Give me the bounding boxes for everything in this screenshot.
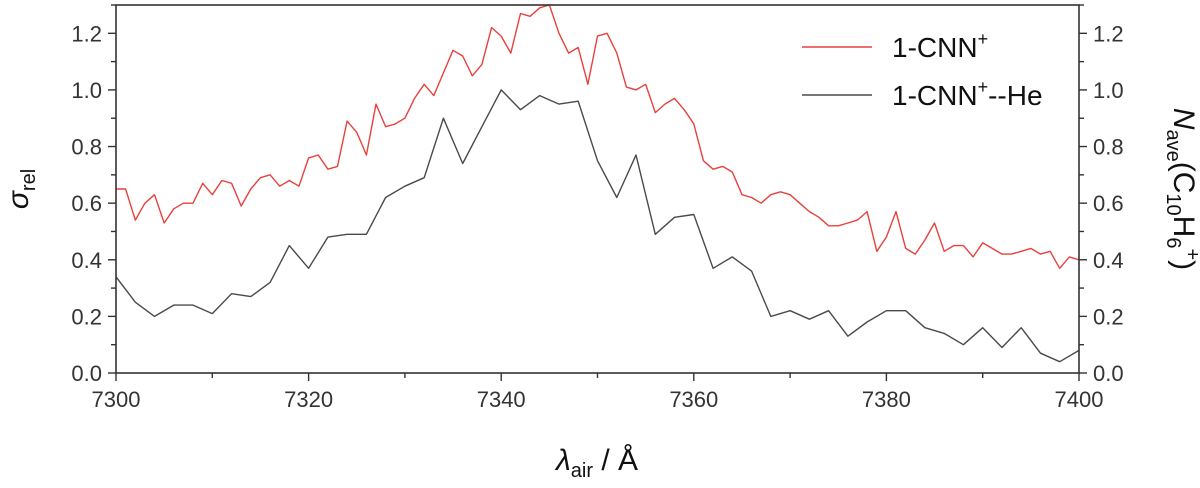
x-tick-label-2: 7340 — [477, 387, 526, 412]
x-tick-label-3: 7360 — [669, 387, 718, 412]
left-axis-title: σrel — [2, 169, 40, 209]
left-axis-ticks: 0.0 0.2 0.4 0.6 0.8 1.0 1.2 — [71, 4, 116, 386]
x-tick-label-0: 7300 — [92, 387, 141, 412]
y-left-tick-label-1: 0.2 — [71, 304, 102, 329]
y-right-tick-label-0: 0.0 — [1093, 361, 1124, 386]
y-left-tick-label-0: 0.0 — [71, 361, 102, 386]
y-left-tick-label-3: 0.6 — [71, 191, 102, 216]
y-left-tick-label-4: 0.8 — [71, 135, 102, 160]
y-left-tick-label-2: 0.4 — [71, 248, 102, 273]
legend-label-series-1: 1-CNN+ — [892, 29, 988, 63]
y-left-tick-label-6: 1.2 — [71, 21, 102, 46]
series-line-1 — [116, 4, 1080, 269]
y-right-tick-label-1: 0.2 — [1093, 304, 1124, 329]
legend-label-series-2: 1-CNN+--He — [892, 77, 1043, 111]
x-axis-ticks: 7300 7320 7340 7360 7380 7400 — [92, 373, 1104, 412]
y-left-tick-label-5: 1.0 — [71, 78, 102, 103]
series-line-2 — [115, 89, 1080, 363]
series-layer — [115, 4, 1080, 363]
x-tick-label-5: 7400 — [1055, 387, 1104, 412]
x-tick-label-4: 7380 — [862, 387, 911, 412]
y-right-tick-label-5: 1.0 — [1093, 78, 1124, 103]
x-axis-title: λair / Å — [554, 444, 638, 482]
y-right-tick-label-2: 0.4 — [1093, 248, 1124, 273]
y-right-tick-label-3: 0.6 — [1093, 191, 1124, 216]
right-axis-ticks: 0.0 0.2 0.4 0.6 0.8 1.0 1.2 — [1079, 4, 1124, 386]
right-axis-title: Nave(C10H6+) — [1162, 108, 1200, 270]
plot-frame — [115, 4, 1080, 374]
y-right-tick-label-6: 1.2 — [1093, 21, 1124, 46]
legend: 1-CNN+ 1-CNN+--He — [802, 29, 1043, 111]
y-right-tick-label-4: 0.8 — [1093, 135, 1124, 160]
x-tick-label-1: 7320 — [284, 387, 333, 412]
